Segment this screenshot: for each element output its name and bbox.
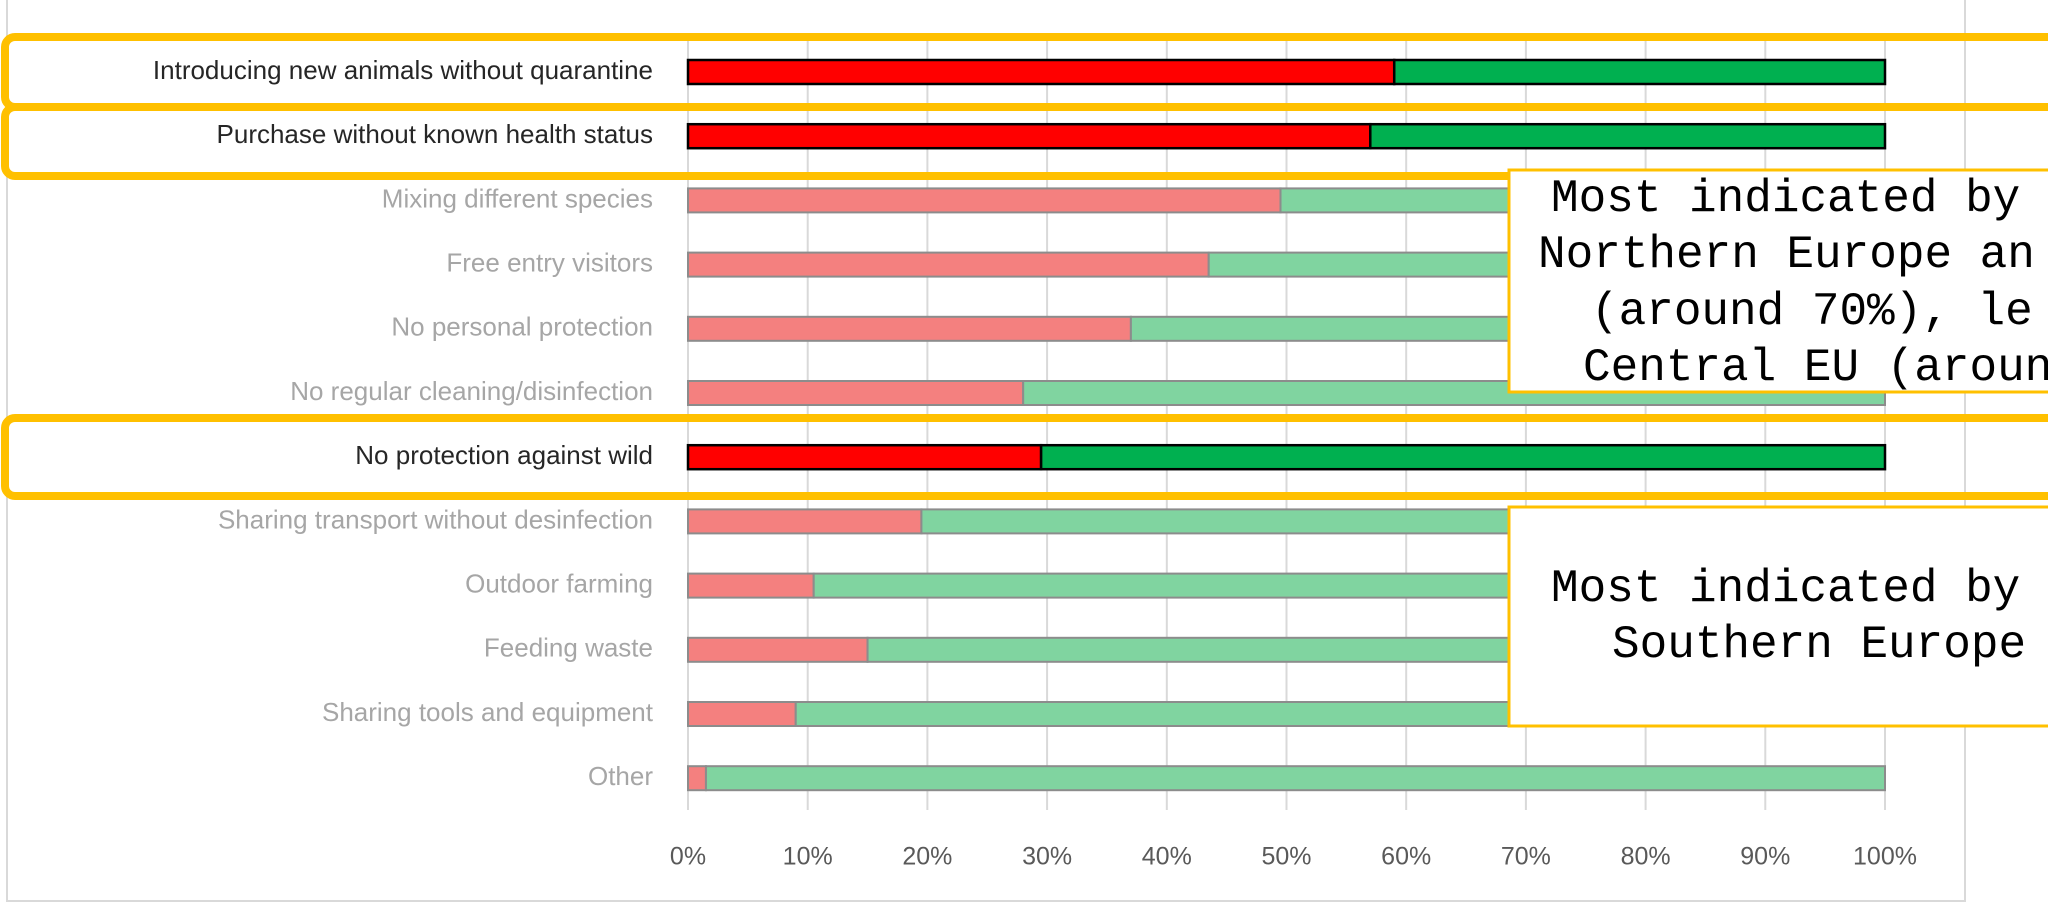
- x-tick-label: 0%: [670, 843, 706, 871]
- bar-segment: [687, 636, 869, 663]
- y-tick-label: Introducing new animals without quaranti…: [153, 55, 653, 85]
- x-tick-label: 80%: [1621, 843, 1671, 871]
- x-tick-label: 70%: [1501, 843, 1551, 871]
- x-tick-label: 100%: [1853, 843, 1917, 871]
- x-tick-label: 20%: [902, 843, 952, 871]
- bar-segment: [687, 572, 815, 599]
- y-tick-label: Feeding waste: [484, 633, 653, 663]
- annotation-text: Most indicated by: [1551, 173, 2020, 225]
- y-tick-label: Outdoor farming: [465, 568, 653, 598]
- bar-segment: [1392, 58, 1887, 86]
- annotation-text: Most indicated by: [1551, 563, 2020, 615]
- bar-segment: [1039, 443, 1887, 471]
- annotation-text: Southern Europe: [1612, 619, 2026, 671]
- y-tick-label: No regular cleaning/disinfection: [290, 376, 653, 406]
- bar-segment: [687, 380, 1025, 406]
- bar-segment: [687, 251, 1210, 278]
- annotation-box: [1507, 168, 2048, 394]
- y-tick-label: Sharing transport without desinfection: [218, 504, 653, 534]
- annotation-text: Central EU (aroun: [1583, 342, 2048, 394]
- highlight-box: [1, 414, 2048, 500]
- bar-segment: [686, 122, 1372, 150]
- y-tick-label: No personal protection: [391, 312, 653, 342]
- bar-segment: [686, 58, 1396, 86]
- x-tick-label: 50%: [1261, 843, 1311, 871]
- y-tick-label: No protection against wild: [355, 440, 653, 470]
- y-tick-label: Purchase without known health status: [217, 119, 653, 149]
- bar-segment: [687, 508, 923, 535]
- y-tick-label: Sharing tools and equipment: [322, 697, 654, 727]
- x-tick-label: 30%: [1022, 843, 1072, 871]
- x-tick-label: 90%: [1740, 843, 1790, 871]
- annotation-text: Northern Europe an: [1538, 229, 2035, 281]
- y-tick-label: Mixing different species: [382, 183, 653, 213]
- bar-segment: [687, 315, 1132, 342]
- bar-segment: [687, 187, 1282, 214]
- annotation-box: [1507, 505, 2048, 728]
- highlight-box: [1, 103, 2048, 180]
- x-tick-label: 10%: [783, 843, 833, 871]
- bar-segment: [1369, 122, 1887, 150]
- x-tick-label: 40%: [1142, 843, 1192, 871]
- y-tick-label: Free entry visitors: [446, 247, 653, 277]
- bar-segment: [686, 443, 1043, 471]
- bar-segment: [704, 765, 1887, 792]
- annotation-text: (around 70%), le: [1591, 286, 2033, 338]
- y-tick-label: Other: [588, 761, 653, 791]
- x-tick-label: 60%: [1381, 843, 1431, 871]
- bar-segment: [687, 765, 707, 792]
- bar-segment: [687, 701, 797, 727]
